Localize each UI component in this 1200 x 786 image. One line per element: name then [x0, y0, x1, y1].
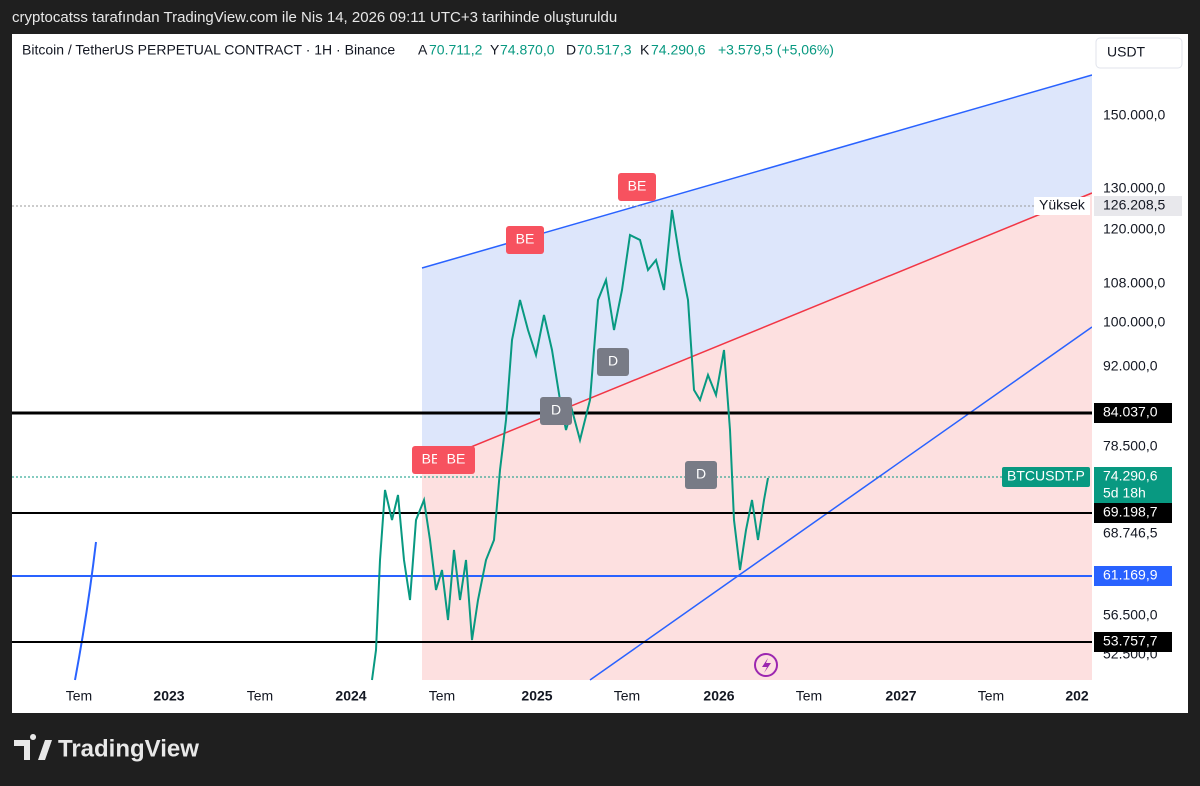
price-label: 130.000,0: [1103, 180, 1165, 196]
channel-lower: [422, 193, 1092, 680]
time-label: Tem: [796, 688, 822, 704]
time-axis: [12, 682, 1092, 713]
tag-bg: [1002, 467, 1090, 487]
time-label: Tem: [247, 688, 273, 704]
event-icon-glyph: [762, 658, 771, 673]
badge: [540, 397, 572, 425]
badges: BE BE BE BE D D D: [412, 173, 717, 489]
tag-bg: [1094, 503, 1172, 523]
price-label: 108.000,0: [1103, 275, 1165, 291]
level-price: 69.198,7: [1103, 504, 1158, 520]
tag-bg: [1094, 403, 1172, 423]
level-price: 61.169,9: [1103, 567, 1158, 583]
drawing: [74, 541, 97, 681]
currency[interactable]: USDT: [1107, 44, 1146, 60]
channel-upper: [422, 75, 1092, 467]
caption: cryptocatss tarafından TradingView.com i…: [12, 9, 617, 26]
price-label: 100.000,0: [1103, 314, 1165, 330]
badge: [506, 226, 544, 254]
badge-label: D: [608, 353, 618, 369]
ohlc-label: K: [640, 42, 650, 58]
badge-label: BE: [628, 178, 647, 194]
time-label: Tem: [66, 688, 92, 704]
time-label: Tem: [978, 688, 1004, 704]
time-label: Tem: [429, 688, 455, 704]
tag-bg: [1094, 467, 1172, 503]
brand: TradingView: [58, 735, 199, 762]
ohlc-value: 70.517,3: [577, 42, 632, 58]
symbol-tag: BTCUSDT.P: [1007, 468, 1085, 484]
price-label: 120.000,0: [1103, 221, 1165, 237]
badge: [437, 446, 475, 474]
time-label: 2026: [703, 688, 734, 704]
ohlc-value: 74.290,6: [651, 42, 706, 58]
ohlc-value: 74.870,0: [500, 42, 555, 58]
badge-label: BE: [447, 451, 466, 467]
price-axis: [1092, 34, 1188, 713]
ohlc-label: D: [566, 42, 576, 58]
badge-label: D: [696, 466, 706, 482]
high-price: 126.208,5: [1103, 197, 1165, 213]
ohlc-label: Y: [490, 42, 500, 58]
logo-mark: [14, 734, 52, 760]
tag-bg: [1094, 632, 1172, 652]
time-label: 2027: [885, 688, 916, 704]
price-label: 150.000,0: [1103, 107, 1165, 123]
time-label: 202: [1065, 688, 1089, 704]
symbol-name[interactable]: Bitcoin / TetherUS PERPETUAL CONTRACT · …: [22, 42, 395, 58]
badge-label: BE: [422, 451, 441, 467]
last-price: 74.290,6: [1103, 468, 1158, 484]
tag-bg: [1094, 566, 1172, 586]
badge: [597, 348, 629, 376]
badge: [685, 461, 717, 489]
tag-bg: [1094, 196, 1182, 216]
countdown: 5d 18h: [1103, 485, 1146, 501]
price-label: 56.500,0: [1103, 607, 1158, 623]
price-label: 92.000,0: [1103, 358, 1158, 374]
ohlc-label: A: [418, 42, 428, 58]
event-icon[interactable]: [754, 653, 778, 677]
level-price: 53.757,7: [1103, 633, 1158, 649]
badge-label: BE: [516, 231, 535, 247]
time-label: 2023: [153, 688, 184, 704]
badge: [618, 173, 656, 201]
time-label: 2025: [521, 688, 552, 704]
ohlc-value: 70.711,2: [429, 42, 483, 58]
price-label: 78.500,0: [1103, 438, 1158, 454]
trend-line: [421, 192, 1093, 468]
time-label: 2024: [335, 688, 366, 704]
level-price: 84.037,0: [1103, 404, 1158, 420]
currency-button[interactable]: [1095, 37, 1183, 69]
trend-line: [589, 326, 1093, 681]
change: +3.579,5 (+5,06%): [718, 42, 834, 58]
tag-bg: [1034, 197, 1090, 215]
high-label: Yüksek: [1039, 197, 1086, 213]
badge-label: D: [551, 402, 561, 418]
price-label: 68.746,5: [1103, 525, 1158, 541]
time-label: Tem: [614, 688, 640, 704]
